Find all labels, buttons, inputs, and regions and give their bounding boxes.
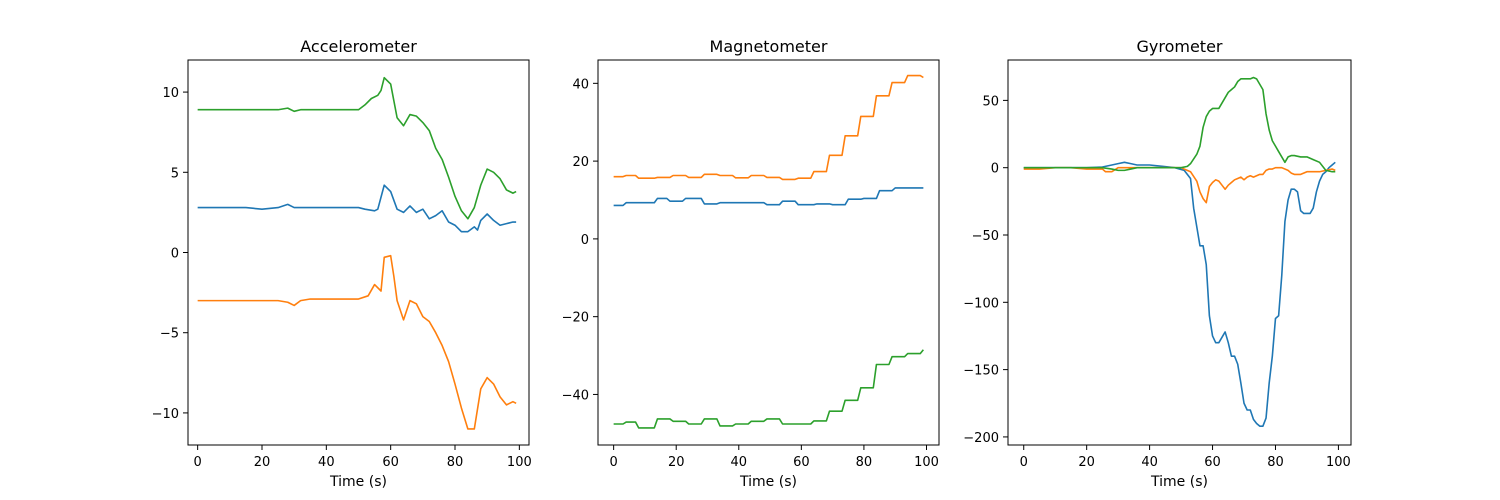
magnetometer-y-tick-label: −20 — [562, 311, 589, 326]
gyrometer-x-tick-label: 80 — [1267, 455, 1284, 470]
magnetometer-x-tick-label: 80 — [856, 455, 873, 470]
gyrometer-x-tick-label: 100 — [1326, 455, 1351, 470]
accelerometer-title: Accelerometer — [300, 37, 417, 56]
gyrometer-title: Gyrometer — [1136, 37, 1222, 56]
gyrometer-x-tick-label: 20 — [1078, 455, 1095, 470]
gyrometer-y-tick-label: −200 — [963, 431, 999, 446]
accelerometer-axes-frame — [187, 59, 530, 446]
magnetometer-y-tick-label: 20 — [572, 155, 589, 170]
accelerometer-y-tick-label: −10 — [152, 407, 179, 422]
gyrometer-x-tick-label: 40 — [1141, 455, 1158, 470]
magnetometer-series-line-2 — [613, 349, 924, 429]
magnetometer-y-tick-label: −40 — [562, 388, 589, 403]
gyrometer-series-line-1 — [1023, 166, 1336, 204]
gyrometer-x-tick-label: 0 — [1020, 455, 1028, 470]
gyrometer-series-line-0 — [1023, 161, 1336, 427]
magnetometer-x-axis-label: Time (s) — [739, 474, 797, 490]
accelerometer-x-axis-label: Time (s) — [329, 474, 387, 490]
magnetometer-y-tick-label: 40 — [572, 77, 589, 92]
accelerometer-x-tick-label: 60 — [382, 455, 399, 470]
accelerometer-y-tick-label: 0 — [171, 247, 179, 262]
gyrometer-axes-frame — [1007, 59, 1352, 446]
magnetometer-panel: 0 20 40 60 80 100 −40 −20 0 20 40 Magnetometer Time … — [562, 37, 940, 490]
magnetometer-axes-frame — [597, 59, 940, 446]
accelerometer-series-line-0 — [197, 184, 517, 233]
magnetometer-series-line-1 — [613, 74, 924, 181]
accelerometer-series-line-2 — [197, 76, 517, 220]
gyrometer-x-axis-label: Time (s) — [1150, 474, 1208, 490]
magnetometer-x-tick-label: 100 — [914, 455, 939, 470]
gyrometer-y-tick-label: −150 — [963, 364, 999, 379]
accelerometer-x-tick-label: 0 — [194, 455, 202, 470]
gyrometer-series-group — [1023, 76, 1336, 427]
accelerometer-x-tick-label: 80 — [447, 455, 464, 470]
gyrometer-y-tick-label: −100 — [963, 296, 999, 311]
gyrometer-y-tick-label: −50 — [972, 229, 999, 244]
gyrometer-panel: 0 20 40 60 80 100 −200 −150 −100 −50 0 50 Gyrometer T… — [963, 37, 1352, 490]
accelerometer-series-line-1 — [197, 254, 517, 430]
accelerometer-y-tick-label: 5 — [171, 166, 179, 181]
gyrometer-y-tick-label: 50 — [982, 94, 999, 109]
gyrometer-y-tick-label: 0 — [991, 162, 999, 177]
accelerometer-y-tick-label: 10 — [162, 86, 179, 101]
accelerometer-panel: 0 20 40 60 80 100 −10 −5 0 5 10 Accelerometer Time (… — [152, 37, 532, 490]
accelerometer-x-tick-label: 40 — [318, 455, 335, 470]
magnetometer-x-tick-label: 0 — [610, 455, 618, 470]
magnetometer-series-line-0 — [613, 187, 924, 207]
magnetometer-x-tick-label: 20 — [668, 455, 685, 470]
gyrometer-x-tick-label: 60 — [1204, 455, 1221, 470]
accelerometer-series-group — [197, 76, 517, 430]
accelerometer-x-tick-label: 20 — [254, 455, 271, 470]
gyrometer-series-line-2 — [1023, 76, 1336, 173]
accelerometer-x-tick-label: 100 — [507, 455, 532, 470]
magnetometer-x-tick-label: 60 — [793, 455, 810, 470]
magnetometer-title: Magnetometer — [710, 37, 828, 56]
accelerometer-y-tick-label: −5 — [160, 327, 179, 342]
magnetometer-x-tick-label: 40 — [731, 455, 748, 470]
magnetometer-series-group — [613, 74, 924, 429]
magnetometer-y-tick-label: 0 — [581, 233, 589, 248]
